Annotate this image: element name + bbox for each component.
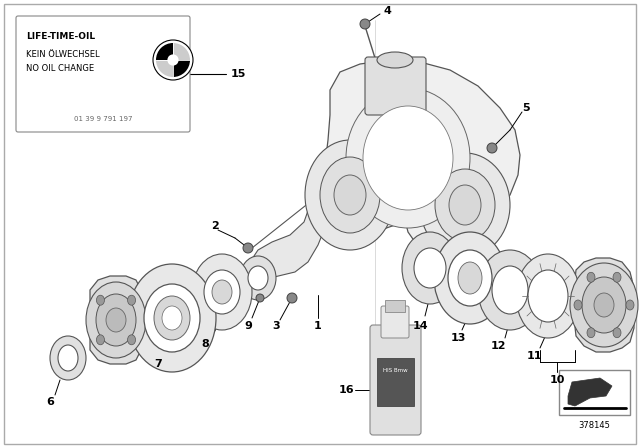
- Text: NO OIL CHANGE: NO OIL CHANGE: [26, 64, 94, 73]
- Polygon shape: [325, 60, 520, 252]
- Ellipse shape: [377, 52, 413, 68]
- Text: 13: 13: [451, 333, 466, 343]
- Ellipse shape: [320, 157, 380, 233]
- Ellipse shape: [414, 248, 446, 288]
- Text: 2: 2: [211, 221, 219, 231]
- Ellipse shape: [86, 282, 146, 358]
- Ellipse shape: [420, 153, 510, 257]
- Wedge shape: [156, 60, 173, 77]
- Polygon shape: [574, 258, 634, 352]
- Wedge shape: [173, 43, 190, 60]
- Text: 6: 6: [46, 397, 54, 407]
- Text: LIFE-TIME-OIL: LIFE-TIME-OIL: [26, 32, 95, 41]
- Ellipse shape: [256, 294, 264, 302]
- FancyBboxPatch shape: [16, 16, 190, 132]
- Wedge shape: [156, 43, 173, 60]
- Text: 15: 15: [230, 69, 246, 79]
- Ellipse shape: [448, 250, 492, 306]
- Polygon shape: [90, 276, 142, 364]
- Ellipse shape: [346, 88, 470, 228]
- Ellipse shape: [492, 266, 528, 314]
- Ellipse shape: [204, 270, 240, 314]
- Polygon shape: [568, 378, 612, 406]
- Ellipse shape: [97, 335, 104, 345]
- Text: 1: 1: [314, 321, 322, 331]
- Ellipse shape: [574, 300, 582, 310]
- Ellipse shape: [570, 263, 638, 347]
- Circle shape: [168, 54, 179, 65]
- Text: 8: 8: [201, 339, 209, 349]
- Ellipse shape: [212, 280, 232, 304]
- Wedge shape: [173, 60, 190, 77]
- Ellipse shape: [613, 272, 621, 282]
- Text: 16: 16: [339, 385, 355, 395]
- Text: 5: 5: [522, 103, 530, 113]
- Polygon shape: [250, 190, 330, 278]
- Text: 01 39 9 791 197: 01 39 9 791 197: [74, 116, 132, 122]
- FancyBboxPatch shape: [559, 370, 630, 415]
- Ellipse shape: [128, 264, 216, 372]
- Text: 11: 11: [526, 351, 541, 361]
- Ellipse shape: [402, 232, 458, 304]
- FancyBboxPatch shape: [365, 57, 426, 115]
- Ellipse shape: [594, 293, 614, 317]
- Ellipse shape: [528, 270, 568, 322]
- Ellipse shape: [334, 175, 366, 215]
- Ellipse shape: [434, 232, 506, 324]
- Bar: [385, 300, 405, 312]
- Ellipse shape: [449, 185, 481, 225]
- Ellipse shape: [144, 284, 200, 352]
- Ellipse shape: [240, 256, 276, 300]
- Ellipse shape: [626, 300, 634, 310]
- FancyBboxPatch shape: [381, 306, 409, 338]
- Ellipse shape: [162, 306, 182, 330]
- Text: 12: 12: [490, 341, 506, 351]
- FancyBboxPatch shape: [370, 325, 421, 435]
- Ellipse shape: [248, 266, 268, 290]
- Text: KEIN ÖLWECHSEL: KEIN ÖLWECHSEL: [26, 50, 100, 59]
- Ellipse shape: [582, 277, 626, 333]
- Text: HIS Bmw: HIS Bmw: [383, 368, 407, 373]
- Ellipse shape: [363, 106, 453, 210]
- Text: 378145: 378145: [579, 421, 611, 430]
- Ellipse shape: [478, 250, 542, 330]
- Text: 10: 10: [549, 375, 564, 385]
- Text: 3: 3: [272, 321, 280, 331]
- Ellipse shape: [305, 140, 395, 250]
- Text: 9: 9: [244, 321, 252, 331]
- Ellipse shape: [192, 254, 252, 330]
- Ellipse shape: [154, 296, 190, 340]
- Bar: [377, 358, 414, 406]
- Ellipse shape: [435, 169, 495, 241]
- Ellipse shape: [127, 335, 136, 345]
- Ellipse shape: [613, 328, 621, 338]
- Ellipse shape: [458, 262, 482, 294]
- Ellipse shape: [360, 19, 370, 29]
- Ellipse shape: [287, 293, 297, 303]
- Text: 14: 14: [412, 321, 428, 331]
- Text: 7: 7: [154, 359, 162, 369]
- Ellipse shape: [587, 272, 595, 282]
- Ellipse shape: [487, 143, 497, 153]
- Ellipse shape: [58, 345, 78, 371]
- Text: 4: 4: [383, 6, 391, 16]
- Ellipse shape: [96, 294, 136, 346]
- Ellipse shape: [587, 328, 595, 338]
- Ellipse shape: [97, 295, 104, 305]
- Ellipse shape: [243, 243, 253, 253]
- Ellipse shape: [516, 254, 580, 338]
- Circle shape: [153, 40, 193, 80]
- Ellipse shape: [106, 308, 126, 332]
- Ellipse shape: [50, 336, 86, 380]
- Ellipse shape: [127, 295, 136, 305]
